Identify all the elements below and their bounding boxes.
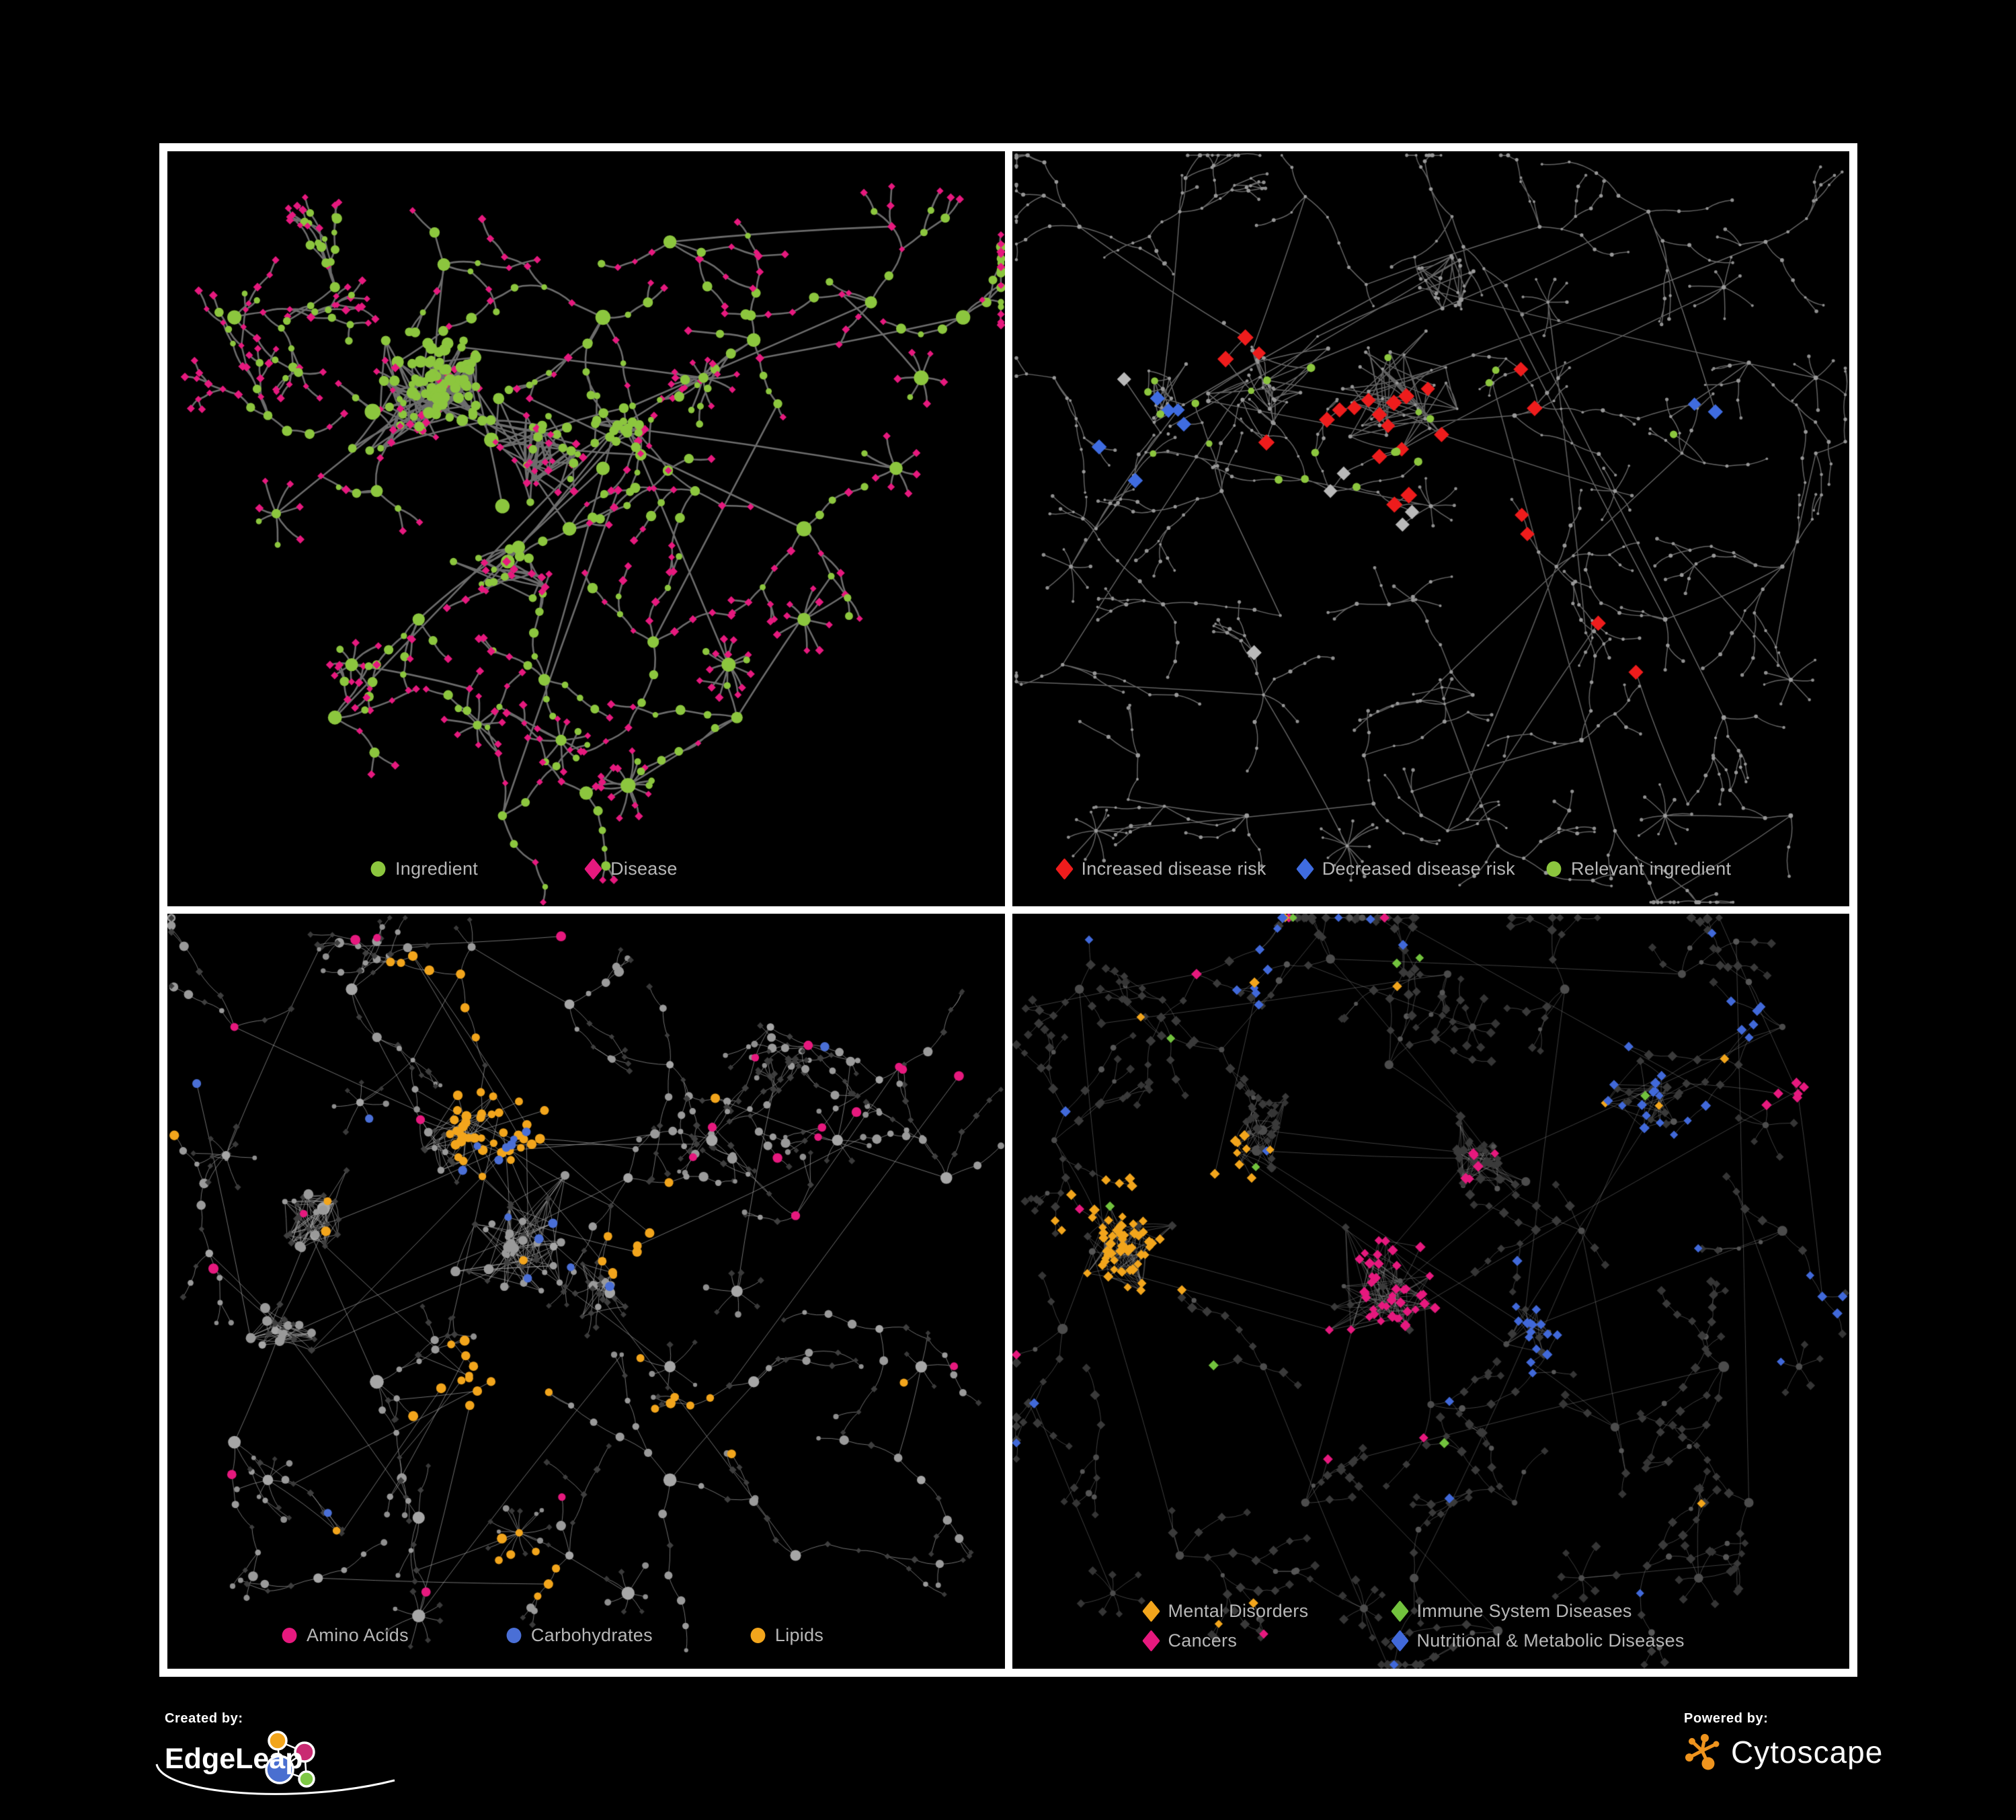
- mental-disorders-diamond-marker: [1141, 1600, 1160, 1622]
- panel-macronutrients: Amino Acids Carbohydrates Lipids: [167, 914, 1005, 1669]
- powered-by-label: Powered by:: [1684, 1711, 1769, 1726]
- network-macronutrients: [167, 914, 1005, 1669]
- legend-item-immune-system-diseases: Immune System Diseases: [1390, 1600, 1685, 1622]
- legend-label: Cancers: [1168, 1630, 1238, 1651]
- panel-ingredient-disease: Ingredient Disease: [167, 151, 1005, 906]
- panel-disease-risk: Increased disease risk Decreased disease…: [1012, 151, 1849, 906]
- edgeleap-credit: Created by: EdgeLeap: [155, 1711, 487, 1809]
- network-disease-classes: [1012, 914, 1849, 1669]
- panel-disease-classes: Mental Disorders Immune System Diseases …: [1012, 914, 1849, 1669]
- legend-label: Mental Disorders: [1168, 1601, 1309, 1621]
- cytoscape-logo-text: Cytoscape: [1731, 1735, 1884, 1770]
- legend-label: Increased disease risk: [1081, 859, 1266, 879]
- legend-label: Immune System Diseases: [1416, 1601, 1632, 1621]
- legend-label: Lipids: [774, 1625, 824, 1645]
- legend-label: Relevant ingredient: [1570, 859, 1732, 879]
- legend-label: Disease: [610, 859, 678, 879]
- cancers-diamond-marker: [1141, 1630, 1160, 1652]
- cytoscape-logo: Cytoscape: [1684, 1732, 1883, 1772]
- edgeleap-logo-icon: [155, 1731, 395, 1795]
- legend-label: Nutritional & Metabolic Diseases: [1416, 1630, 1685, 1651]
- relevant-ingredient-circle-marker: [1546, 861, 1562, 877]
- legend-item-carbohydrates: Carbohydrates: [506, 1625, 653, 1646]
- carbohydrates-circle-marker: [506, 1628, 522, 1643]
- edgeleap-logo-text: EdgeLeap: [165, 1743, 303, 1775]
- legend-label: Amino Acids: [307, 1625, 409, 1645]
- edgeleap-blue-node: [265, 1755, 294, 1784]
- panel-grid: Ingredient Disease Increased disease ris…: [159, 143, 1857, 1677]
- legend-label: Carbohydrates: [530, 1625, 653, 1645]
- network-disease-risk: [1012, 151, 1849, 906]
- legend-item-relevant-ingredient: Relevant ingredient: [1546, 859, 1731, 879]
- legend-ingredient-disease: Ingredient Disease: [370, 858, 678, 880]
- edgeleap-pink-node: [294, 1741, 315, 1763]
- legend-item-nutritional-metabolic: Nutritional & Metabolic Diseases: [1390, 1630, 1685, 1652]
- edgeleap-green-node: [298, 1770, 315, 1788]
- footer: Created by: EdgeLeap Powered by:: [0, 1676, 2016, 1820]
- immune-system-diamond-marker: [1390, 1600, 1409, 1622]
- legend-disease-risk: Increased disease risk Decreased disease…: [1055, 858, 1732, 880]
- legend-disease-classes: Mental Disorders Immune System Diseases …: [1141, 1600, 1685, 1652]
- legend-label: Ingredient: [395, 859, 479, 879]
- cytoscape-logo-icon: [1685, 1734, 1720, 1770]
- legend-item-decreased-risk: Decreased disease risk: [1295, 858, 1515, 880]
- nutritional-metabolic-diamond-marker: [1390, 1630, 1409, 1652]
- decreased-risk-diamond-marker: [1295, 858, 1314, 880]
- increased-risk-diamond-marker: [1055, 858, 1074, 880]
- legend-item-increased-risk: Increased disease risk: [1055, 858, 1266, 880]
- created-by-label: Created by:: [165, 1711, 243, 1726]
- legend-item-disease: Disease: [584, 858, 678, 880]
- ingredient-circle-marker: [370, 861, 386, 877]
- cytoscape-credit: Powered by: Cytosc: [1684, 1711, 1883, 1772]
- disease-diamond-marker: [584, 858, 602, 880]
- network-ingredient-disease: [167, 151, 1005, 906]
- amino-acids-circle-marker: [282, 1628, 297, 1643]
- edgeleap-orange-node: [268, 1731, 288, 1751]
- legend-item-amino-acids: Amino Acids: [282, 1625, 409, 1646]
- legend-label: Decreased disease risk: [1322, 859, 1515, 879]
- legend-item-mental-disorders: Mental Disorders: [1141, 1600, 1392, 1622]
- edgeleap-logo: EdgeLeap: [155, 1728, 487, 1809]
- legend-item-ingredient: Ingredient: [370, 859, 478, 879]
- legend-item-cancers: Cancers: [1141, 1630, 1392, 1652]
- legend-macronutrients: Amino Acids Carbohydrates Lipids: [282, 1625, 823, 1646]
- lipids-circle-marker: [750, 1628, 766, 1643]
- legend-item-lipids: Lipids: [750, 1625, 823, 1646]
